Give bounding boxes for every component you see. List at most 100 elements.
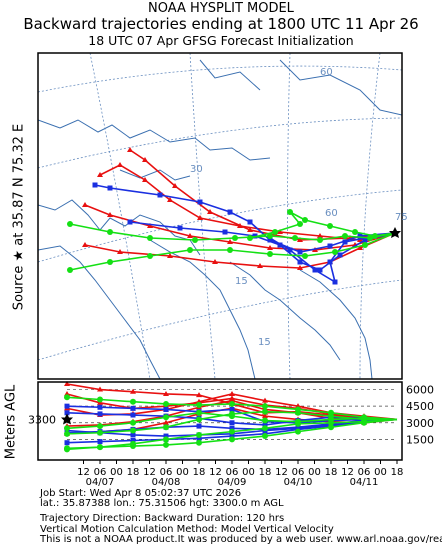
hour-tick-label: 06 <box>94 467 107 478</box>
hour-tick-label: 00 <box>308 467 321 478</box>
hour-tick-label: 12 <box>209 467 222 478</box>
coastline <box>119 169 191 181</box>
map-trajectory-marker <box>317 237 323 243</box>
map-trajectory-line <box>94 184 396 253</box>
map-trajectory-marker <box>187 233 193 238</box>
map-trajectory-marker <box>257 263 263 268</box>
hour-tick-label: 00 <box>176 467 189 478</box>
height-trajectory-marker <box>130 427 136 434</box>
height-trajectory-marker <box>229 390 235 396</box>
height-trajectory-marker <box>163 436 169 443</box>
job-start-line: Job Start: Wed Apr 8 05:02:37 UTC 2026 <box>40 488 242 499</box>
date-tick-label: 04/11 <box>350 477 379 488</box>
coastline <box>299 269 373 379</box>
height-trajectory-marker <box>64 445 70 452</box>
height-trajectory-marker <box>64 410 70 416</box>
map-trajectory-marker <box>107 212 113 217</box>
map-trajectory-marker <box>267 245 273 250</box>
longitude-line <box>359 53 381 379</box>
hour-tick-label: 00 <box>374 467 387 478</box>
hour-tick-label: 12 <box>341 467 354 478</box>
height-trajectory-marker <box>229 400 235 407</box>
hour-tick-label: 18 <box>325 467 338 478</box>
height-frame <box>37 381 403 461</box>
map-trajectory-marker <box>372 233 378 239</box>
hour-tick-label: 06 <box>226 467 239 478</box>
map-graticule-label: 15 <box>235 276 248 287</box>
map-trajectory-marker <box>362 237 368 243</box>
height-trajectory-marker <box>262 408 268 415</box>
hour-tick-label: 12 <box>77 467 90 478</box>
map-trajectory-marker <box>362 242 368 248</box>
map-trajectory-marker <box>107 185 113 191</box>
coastline <box>149 239 256 379</box>
height-trajectory-marker <box>262 433 268 440</box>
location-line: lat.: 35.87388 lon.: 75.31506 hgt: 3300.… <box>40 498 284 510</box>
height-trajectory-marker <box>64 394 70 401</box>
height-trajectory-marker <box>97 396 103 403</box>
height-trajectory-marker <box>163 414 169 421</box>
map-trajectory-marker <box>207 209 213 214</box>
height-trajectory-marker <box>229 428 235 435</box>
map-trajectory-marker <box>287 209 293 215</box>
hour-tick-label: 12 <box>275 467 288 478</box>
model-title: NOAA HYSPLIT MODEL <box>148 1 294 16</box>
latitude-line <box>38 65 402 93</box>
map-trajectory-marker <box>297 259 303 265</box>
map-trajectory-marker <box>167 253 173 258</box>
map-trajectory-marker <box>192 237 198 243</box>
map-trajectory-marker <box>327 223 333 229</box>
map-trajectory-marker <box>142 177 148 182</box>
height-trajectory-marker <box>262 422 268 428</box>
map-trajectory-marker <box>297 265 303 270</box>
hour-tick-label: 18 <box>127 467 140 478</box>
map-trajectory-line <box>129 149 396 241</box>
height-trajectory-marker <box>196 431 202 438</box>
coastline <box>229 261 341 361</box>
map-trajectory-marker <box>227 247 233 253</box>
hour-tick-label: 18 <box>259 467 272 478</box>
height-trajectory-marker <box>97 439 103 445</box>
map-trajectory-marker <box>317 233 323 238</box>
longitude-line <box>89 53 151 379</box>
map-trajectory-marker <box>227 209 233 215</box>
map-graticule-label: 60 <box>320 67 333 78</box>
height-trajectory-marker <box>196 439 202 446</box>
map-trajectory-marker <box>327 243 333 249</box>
height-trajectory-marker <box>229 425 235 431</box>
vertical-method-line: Vertical Motion Calculation Method: Mode… <box>40 523 334 535</box>
map-trajectory-marker <box>127 219 133 225</box>
latitude-line <box>38 279 402 361</box>
height-trajectory-marker <box>130 412 136 418</box>
hour-tick-label: 06 <box>292 467 305 478</box>
height-trajectory-marker <box>262 403 268 410</box>
run-info-box: Job Start: Wed Apr 8 05:02:37 UTC 2026 l… <box>40 488 442 545</box>
map-trajectory-marker <box>287 247 293 253</box>
map-trajectory-marker <box>247 227 253 232</box>
height-trajectory-marker <box>229 413 235 420</box>
initialization-subtitle: 18 UTC 07 Apr GFSG Forecast Initializati… <box>88 33 354 48</box>
hour-tick-label: 18 <box>193 467 206 478</box>
map-trajectory-marker <box>277 242 283 248</box>
map-trajectory-marker <box>147 235 153 241</box>
map-trajectory-marker <box>357 233 363 239</box>
map-trajectory-marker <box>172 183 178 188</box>
height-trajectory-marker <box>229 420 235 426</box>
map-trajectory-marker <box>177 225 183 231</box>
map-trajectory-marker <box>342 239 348 245</box>
height-trajectory-marker <box>130 437 136 443</box>
map-trajectory-marker <box>332 249 338 255</box>
height-trajectory-marker <box>163 424 169 431</box>
map-trajectory-marker <box>327 259 333 265</box>
hour-tick-label: 18 <box>391 467 404 478</box>
hour-tick-label: 06 <box>160 467 173 478</box>
height-layer <box>61 381 398 453</box>
height-trajectory-marker <box>130 398 136 405</box>
height-trajectory-marker <box>130 388 136 394</box>
map-trajectory-marker <box>222 229 228 235</box>
map-layer <box>38 53 402 379</box>
map-trajectory-marker <box>82 202 88 207</box>
map-trajectory-marker <box>357 245 363 250</box>
longitude-line <box>189 53 216 379</box>
